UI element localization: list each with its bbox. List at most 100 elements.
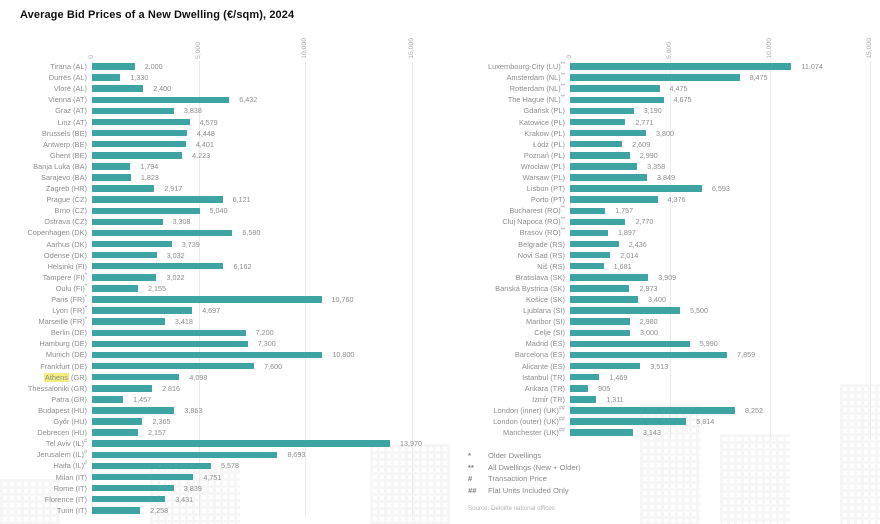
bar-track: 2,014 bbox=[570, 251, 870, 260]
value-label: 7,300 bbox=[257, 339, 276, 349]
bar-track: 5,578 bbox=[92, 461, 412, 470]
bar bbox=[570, 74, 740, 81]
bar-track: 1,469 bbox=[570, 373, 870, 382]
axis-tick-label: 0 bbox=[88, 55, 95, 59]
value-label: 3,190 bbox=[643, 106, 662, 116]
chart-row: Banská Bystrica (SK) 2,973 bbox=[448, 283, 880, 294]
value-label: 1,757 bbox=[615, 206, 634, 216]
bar bbox=[570, 351, 728, 359]
value-label: 6,580 bbox=[242, 228, 261, 238]
highlighted-city: Athens bbox=[43, 372, 69, 382]
category-label: Ostrava (CZ) bbox=[44, 217, 87, 227]
category-label: Istanbul (TR) bbox=[522, 372, 565, 382]
legend-label: All Dwellings (New + Older) bbox=[488, 462, 581, 472]
bar bbox=[570, 118, 626, 126]
category-label: Celje (SI) bbox=[534, 328, 565, 338]
bar bbox=[570, 429, 633, 436]
category-label: Wrocław (PL) bbox=[520, 161, 565, 171]
value-label: 3,431 bbox=[175, 494, 194, 504]
chart-row: Maribor (SI) 2,980 bbox=[448, 316, 880, 327]
category-label: Sarajevo (BA) bbox=[40, 172, 87, 182]
bar-track: 5,990 bbox=[570, 339, 870, 348]
bar bbox=[92, 484, 174, 492]
category-label: Manchester (UK)## bbox=[503, 427, 565, 438]
value-label: 2,157 bbox=[148, 428, 167, 438]
bar bbox=[570, 163, 638, 170]
bar bbox=[92, 418, 143, 425]
building-silhouette bbox=[720, 434, 790, 524]
category-label: Amsterdam (NL)** bbox=[506, 72, 566, 83]
category-label: Luxembourg-City (LU)** bbox=[488, 61, 565, 72]
value-label: 6,432 bbox=[239, 95, 258, 105]
bar-track: 3,032 bbox=[92, 251, 412, 260]
bar-track: 3,308 bbox=[92, 217, 412, 226]
chart-row: Bucharest (RO)** 1,757 bbox=[448, 205, 880, 216]
legend-item: * Older Dwellings bbox=[468, 450, 880, 462]
chart-row: Frankfurt (DE) 7,600 bbox=[0, 361, 448, 372]
bar-track: 3,418 bbox=[92, 317, 412, 326]
category-label: Brno (CZ) bbox=[54, 206, 87, 216]
bar bbox=[92, 174, 131, 181]
bar bbox=[570, 251, 611, 259]
chart-row: Tirana (AL) 2,000 bbox=[0, 61, 448, 72]
chart-row: Berlin (DE) 7,200 bbox=[0, 327, 448, 338]
category-label: Prague (CZ) bbox=[46, 195, 87, 205]
value-label: 7,859 bbox=[737, 350, 756, 360]
chart-row: Krakow (PL) 3,800 bbox=[448, 128, 880, 139]
bar-track: 1,757 bbox=[570, 206, 870, 215]
bar bbox=[570, 296, 638, 303]
bar-track: 905 bbox=[570, 384, 870, 393]
value-label: 1,469 bbox=[609, 372, 628, 382]
bar bbox=[92, 296, 322, 303]
bar bbox=[92, 274, 157, 281]
category-label: Vlorë (AL) bbox=[53, 84, 87, 94]
category-label: Copenhagen (DK) bbox=[27, 228, 87, 238]
category-label: Barcelona (ES) bbox=[514, 350, 565, 360]
value-label: 2,400 bbox=[153, 84, 172, 94]
chart-row: Brasov (RO)** 1,897 bbox=[448, 227, 880, 238]
bar-track: 3,400 bbox=[570, 295, 870, 304]
bar-track: 11,074 bbox=[570, 62, 870, 71]
bar bbox=[570, 63, 792, 70]
category-label: Munich (DE) bbox=[45, 350, 87, 360]
value-label: 3,909 bbox=[658, 272, 677, 282]
bar-track: 6,580 bbox=[92, 228, 412, 237]
chart-row: Győr (HU) 2,365 bbox=[0, 416, 448, 427]
bar bbox=[92, 63, 135, 70]
value-label: 2,155 bbox=[147, 283, 166, 293]
building-silhouette bbox=[840, 384, 880, 524]
bar bbox=[570, 318, 630, 325]
bar-track: 4,697 bbox=[92, 306, 412, 315]
left-bar-chart: Tirana (AL) 2,000 Durrës (AL) 1,330 Vlorë (A… bbox=[0, 61, 448, 516]
gridline bbox=[770, 61, 771, 439]
value-label: 3,358 bbox=[647, 161, 666, 171]
chart-row: Istanbul (TR) 1,469 bbox=[448, 372, 880, 383]
category-label: Graz (AT) bbox=[55, 106, 87, 116]
category-label: Turin (IT) bbox=[56, 505, 87, 515]
gridline bbox=[570, 61, 571, 439]
category-label: Krakow (PL) bbox=[524, 128, 565, 138]
value-label: 3,000 bbox=[640, 328, 658, 338]
value-label: 1,897 bbox=[617, 228, 636, 238]
bar bbox=[92, 107, 174, 115]
bar-track: 5,814 bbox=[570, 417, 870, 426]
value-label: 4,697 bbox=[202, 306, 221, 316]
category-label: Katowice (PL) bbox=[518, 117, 565, 127]
bar bbox=[92, 351, 323, 359]
value-label: 3,513 bbox=[650, 361, 669, 371]
bar-track: 4,475 bbox=[570, 84, 870, 93]
value-label: 8,693 bbox=[287, 450, 306, 460]
bar bbox=[92, 207, 200, 215]
chart-row: Milan (IT) 4,751 bbox=[0, 471, 448, 482]
gridline bbox=[305, 61, 307, 516]
category-label: Frankfurt (DE) bbox=[40, 361, 87, 371]
chart-row: London (inner) (UK)## 8,252 bbox=[448, 405, 880, 416]
bar-track: 1,794 bbox=[92, 162, 412, 171]
chart-row: Athens (GR) 4,098 bbox=[0, 372, 448, 383]
bar bbox=[570, 229, 608, 237]
category-label: Oulu (FI)* bbox=[55, 283, 87, 293]
bar-track: 4,579 bbox=[92, 118, 412, 127]
bar-track: 8,475 bbox=[570, 73, 870, 82]
bar bbox=[92, 152, 183, 159]
chart-row: Tel Aviv (IL)# 13,970 bbox=[0, 438, 448, 449]
